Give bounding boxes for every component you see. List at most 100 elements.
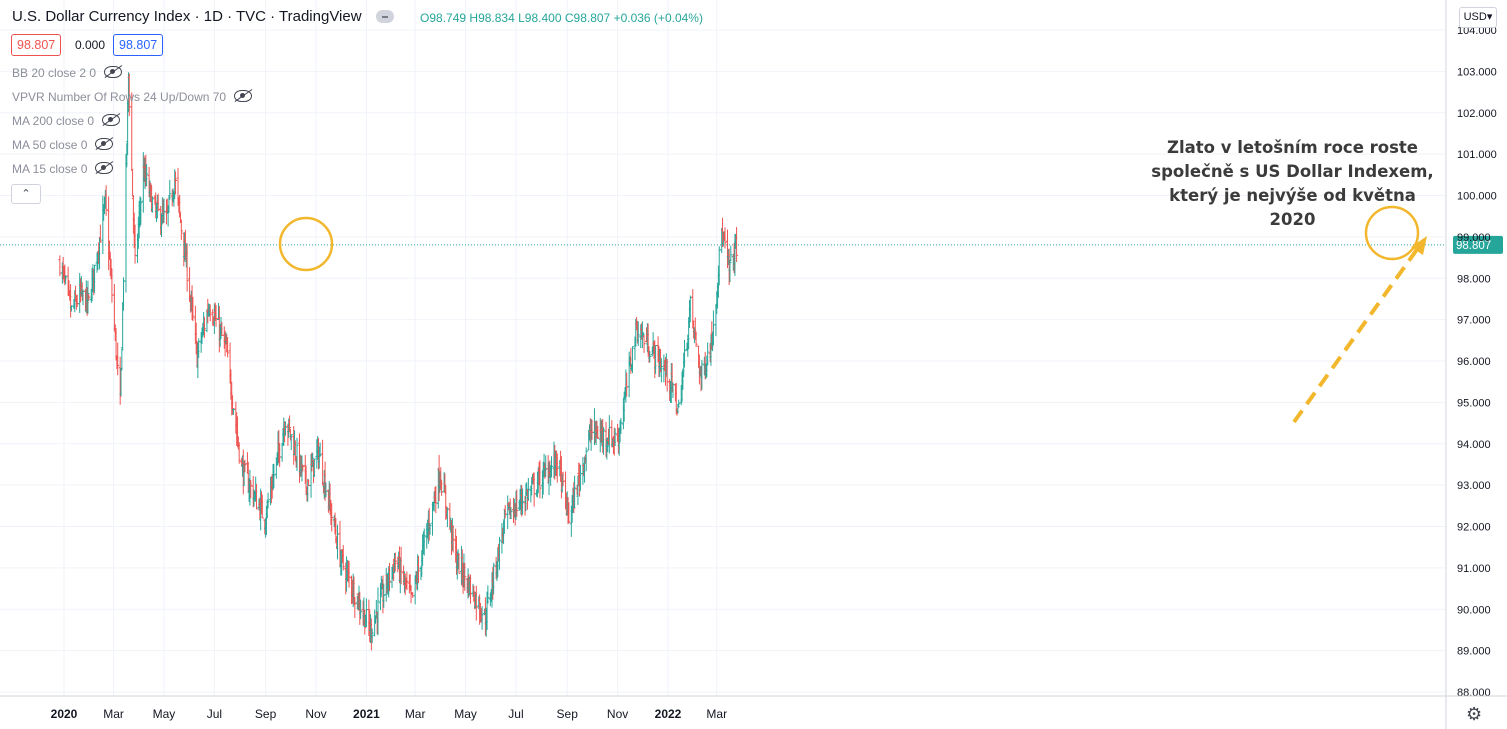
ohlc-bar	[249, 479, 253, 499]
ohlc-bar	[642, 335, 646, 353]
ohlc-bar	[104, 185, 108, 216]
eye-toggle-icon[interactable]	[375, 10, 394, 23]
y-tick-label: 90.000	[1457, 604, 1491, 616]
ohlc-bar	[382, 583, 386, 608]
annotation-overlays: 98.807	[0, 205, 1503, 424]
ohlc-bar	[145, 164, 149, 187]
ohlc-bar	[124, 153, 128, 293]
ohlc-bar	[509, 507, 513, 519]
ohlc-bar	[255, 483, 259, 510]
ohlc-bar	[700, 359, 704, 390]
ohlc-bar	[341, 545, 345, 571]
ohlc-bar	[630, 346, 634, 374]
ohlc-bar	[295, 437, 299, 471]
indicator-ma50[interactable]: MA 50 close 0	[12, 136, 114, 154]
ohlc-bar	[457, 553, 461, 574]
ohlc-bar	[503, 505, 507, 519]
x-tick-label: 2020	[51, 707, 78, 721]
indicator-vpvr[interactable]: VPVR Number Of Rows 24 Up/Down 70	[12, 88, 253, 106]
ohlc-bar	[174, 171, 178, 195]
ohlc-bar	[226, 337, 230, 358]
ohlc-bar	[506, 495, 510, 530]
currency-select[interactable]: USD▾	[1459, 7, 1497, 28]
ohlc-bar	[428, 523, 432, 535]
ohlc-bar	[289, 434, 293, 451]
y-tick-label: 104.000	[1457, 25, 1497, 37]
sell-price-button[interactable]: 98.807	[11, 34, 62, 56]
ohlc-bar	[526, 477, 530, 501]
last-price-tag	[1453, 235, 1503, 254]
indicator-ma15[interactable]: MA 15 close 0	[12, 160, 114, 178]
x-tick-label: Sep	[557, 707, 579, 721]
ohlc-bar	[572, 482, 576, 514]
ohlc-bar	[393, 552, 397, 572]
ohlc-bar	[150, 196, 154, 213]
ohlc-bar	[602, 427, 606, 455]
ohlc-bars	[58, 72, 739, 651]
eye-off-icon[interactable]	[234, 90, 253, 102]
x-tick-label: Nov	[607, 707, 628, 721]
ohlc-bar	[596, 425, 600, 440]
ohlc-bar	[363, 609, 367, 635]
ohlc-bar	[688, 295, 692, 323]
chart-grid	[0, 0, 1446, 696]
ohlc-bar	[399, 546, 403, 585]
x-tick-label: Mar	[405, 707, 426, 721]
ohlc-bar	[451, 525, 455, 553]
symbol-title[interactable]: U.S. Dollar Currency Index · 1D · TVC · …	[12, 8, 362, 25]
ohlc-bar	[139, 197, 143, 226]
chevron-up-icon[interactable]: ⌃	[11, 184, 41, 204]
spread-value: 0.000	[75, 38, 106, 52]
y-tick-label: 102.000	[1457, 108, 1497, 120]
buy-price-button[interactable]: 98.807	[113, 34, 164, 56]
ohlc-bar	[648, 351, 652, 363]
indicator-ma200[interactable]: MA 200 close 0	[12, 112, 121, 130]
ohlc-bar	[130, 92, 134, 171]
eye-off-icon[interactable]	[95, 162, 114, 174]
x-tick-label: May	[454, 707, 477, 721]
ohlc-values: O98.749 H98.834 L98.400 C98.807 +0.036 (…	[420, 11, 703, 25]
ohlc-bar	[231, 408, 235, 415]
ohlc-bar	[619, 417, 623, 435]
ohlc-bar	[677, 399, 681, 408]
ohlc-bar	[683, 340, 687, 368]
ohlc-bar	[359, 599, 363, 620]
annotation-circle-2020	[278, 216, 334, 272]
ohlc-bar	[87, 294, 91, 301]
indicator-bb[interactable]: BB 20 close 2 0	[12, 64, 123, 82]
ohlc-bar	[434, 486, 438, 514]
ohlc-bar	[301, 464, 305, 472]
eye-off-icon[interactable]	[102, 114, 121, 126]
ohlc-bar	[118, 356, 122, 405]
ohlc-bar	[272, 463, 276, 489]
ohlc-bar	[260, 494, 264, 519]
gear-icon[interactable]: ⚙	[1466, 704, 1483, 724]
x-tick-label: Jul	[508, 707, 523, 721]
ohlc-bar	[463, 562, 467, 591]
ohlc-bar	[445, 507, 449, 528]
ohlc-bar	[202, 316, 206, 338]
ohlc-bar	[280, 443, 284, 462]
trend-arrow-line	[1292, 246, 1420, 424]
ohlc-bar	[492, 562, 496, 595]
y-tick-label: 100.000	[1457, 191, 1497, 203]
ohlc-bar	[243, 459, 247, 473]
ohlc-bar	[636, 321, 640, 346]
ohlc-bar	[376, 587, 380, 636]
ohlc-bar	[168, 179, 172, 200]
ohlc-bar	[321, 439, 325, 486]
x-tick-label: May	[153, 707, 176, 721]
y-tick-label: 101.000	[1457, 149, 1497, 161]
trend-arrow-head	[1411, 236, 1427, 255]
ohlc-bar	[665, 358, 669, 392]
last-price-label: 98.807	[1456, 240, 1491, 252]
x-tick-label: Mar	[103, 707, 124, 721]
eye-off-icon[interactable]	[95, 138, 114, 150]
ohlc-bar	[486, 585, 490, 604]
y-tick-label: 88.000	[1457, 687, 1491, 699]
ohlc-bar	[405, 571, 409, 591]
eye-off-icon[interactable]	[104, 66, 123, 78]
ohlc-bar	[474, 585, 478, 621]
